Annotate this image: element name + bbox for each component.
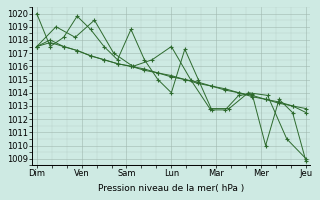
X-axis label: Pression niveau de la mer( hPa ): Pression niveau de la mer( hPa ) — [98, 184, 244, 193]
